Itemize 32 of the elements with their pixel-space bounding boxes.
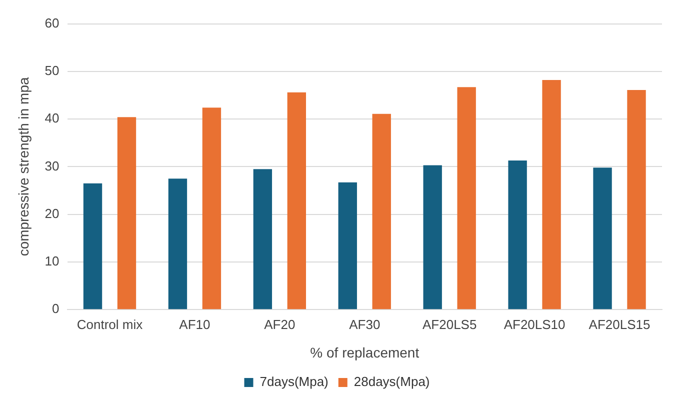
y-tick-label: 60: [44, 15, 60, 30]
x-axis-title: % of replacement: [310, 344, 420, 360]
legend-label: 7days(Mpa): [260, 374, 328, 390]
bar: [627, 90, 646, 310]
y-tick-label: 0: [52, 301, 60, 316]
bar: [117, 117, 136, 310]
x-tick-label: AF10: [179, 316, 210, 332]
x-tick-label: AF20: [264, 316, 296, 332]
bar: [168, 178, 188, 310]
y-tick-label: 30: [44, 158, 60, 174]
bar: [253, 169, 272, 310]
bar: [287, 92, 306, 310]
x-tick-label: AF20LS5: [422, 316, 477, 332]
y-tick-label: 20: [44, 206, 60, 221]
bar: [593, 168, 612, 310]
bar: [83, 183, 102, 310]
y-tick-label: 10: [44, 254, 60, 269]
legend-label: 28days(Mpa): [354, 374, 430, 390]
bar: [423, 165, 442, 310]
bar: [202, 108, 222, 310]
y-axis-title: compressive strength in mpa: [15, 77, 32, 256]
x-tick-label: AF20LS15: [588, 316, 650, 332]
y-tick-label: 50: [44, 63, 60, 78]
bar: [542, 80, 561, 310]
y-tick-label: 40: [44, 110, 60, 126]
bar: [457, 87, 476, 310]
bar: [372, 114, 391, 310]
x-tick-label: AF30: [349, 316, 380, 332]
x-tick-label: Control mix: [76, 316, 144, 332]
x-tick-label: AF20LS10: [504, 316, 566, 332]
bar: [508, 160, 527, 310]
bar: [338, 182, 357, 310]
